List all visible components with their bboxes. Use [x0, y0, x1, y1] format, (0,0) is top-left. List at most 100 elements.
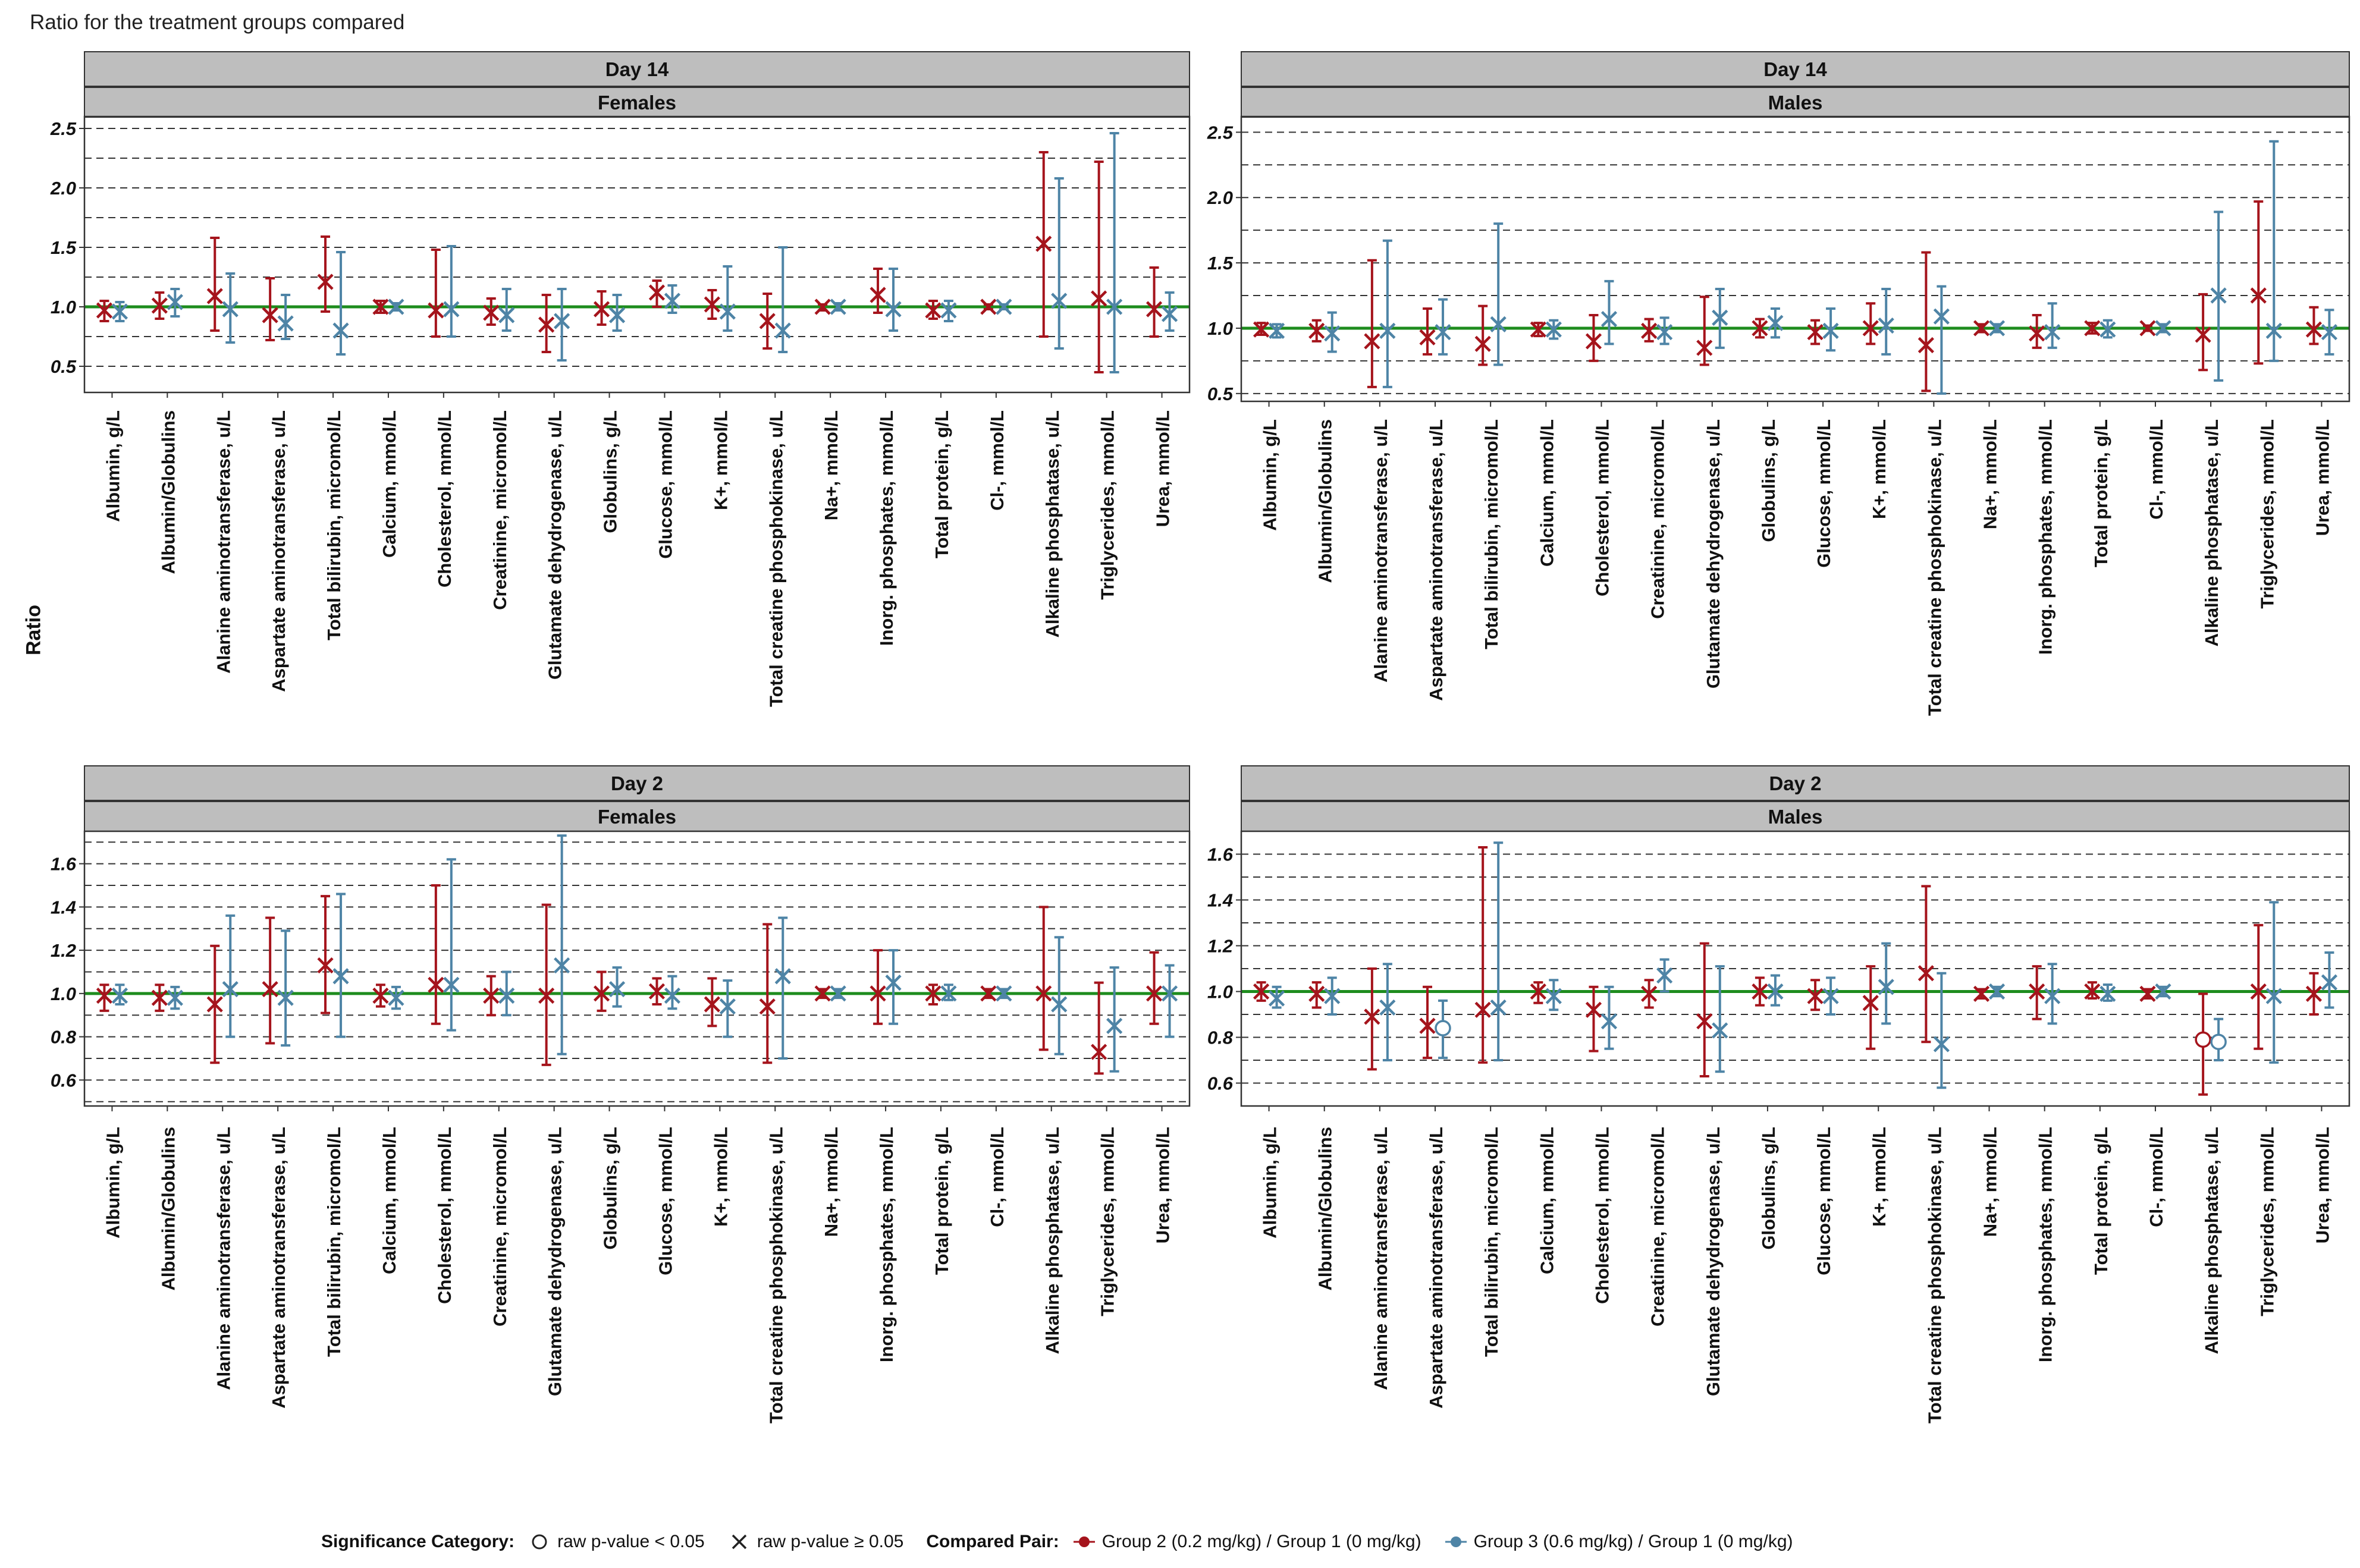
- x-tick-label: Total creatine phosphokinase, u/L: [765, 1127, 786, 1424]
- point-not-significant: [870, 985, 886, 1002]
- panel-1: Day 14 Males 0.5 1.0 1.5 2.0 2.5 Albumin, g/L Al…: [1207, 51, 2350, 716]
- y-tick-label: 1.6: [51, 854, 77, 875]
- point-not-significant: [1696, 1013, 1713, 1030]
- point-not-significant: [1767, 315, 1784, 331]
- panel-0: Day 14 Females 0.5 1.0 1.5 2.0 2.5 Albumin, g/L…: [50, 51, 1191, 707]
- point-not-significant: [1308, 985, 1325, 1002]
- x-tick-label: Cholesterol, mmol/L: [1592, 419, 1612, 596]
- point-not-significant: [1862, 995, 1879, 1011]
- x-tick-label: Albumin, g/L: [1260, 419, 1281, 531]
- y-tick-label: 1.5: [51, 237, 77, 258]
- x-tick-label: Glucose, mmol/L: [1813, 1127, 1834, 1275]
- strip-sex: [84, 801, 1190, 832]
- point-not-significant: [1091, 1044, 1107, 1060]
- point-not-significant: [1767, 983, 1784, 1000]
- point-not-significant: [2084, 983, 2101, 1000]
- point-not-significant: [151, 989, 168, 1006]
- point-not-significant: [1545, 988, 1562, 1004]
- x-tick-label: Albumin/Globulins: [1315, 419, 1336, 583]
- strip-sex: [1241, 801, 2350, 832]
- x-tick-label: Na+, mmol/L: [821, 410, 842, 520]
- legend-item-group3-label: Group 3 (0.6 mg/kg) / Group 1 (0 mg/kg): [1473, 1532, 1793, 1551]
- point-not-significant: [1530, 983, 1546, 1000]
- point-not-significant: [262, 981, 278, 998]
- x-tick-label: Cholesterol, mmol/L: [1592, 1127, 1612, 1304]
- x-tick-label: Glucose, mmol/L: [1813, 419, 1834, 568]
- point-not-significant: [2305, 321, 2323, 338]
- x-tick-label: Triglycerides, mmol/L: [1097, 410, 1118, 600]
- x-tick-label: Na+, mmol/L: [1980, 419, 2001, 529]
- figure-title: Ratio for the treatment groups compared: [30, 11, 405, 34]
- point-not-significant: [1490, 316, 1507, 332]
- x-tick-label: Globulins, g/L: [1758, 419, 1779, 542]
- point-not-significant: [332, 968, 349, 985]
- y-tick-label: 1.0: [1207, 982, 1233, 1003]
- panel-border: [1240, 115, 2350, 403]
- point-not-significant: [1379, 322, 1396, 339]
- x-tick-label: Cl-, mmol/L: [2146, 419, 2167, 520]
- strip-day: [1241, 51, 2350, 87]
- x-tick-label: Alkaline phosphatase, u/L: [2201, 1127, 2222, 1354]
- point-not-significant: [2099, 321, 2116, 338]
- x-tick-label: Creatinine, micromol/L: [1647, 419, 1668, 619]
- y-tick-label: 1.2: [51, 940, 76, 961]
- strip-day-label: Day 14: [605, 58, 669, 80]
- x-tick-label: Calcium, mmol/L: [379, 410, 400, 558]
- x-tick-label: Total protein, g/L: [2091, 419, 2111, 567]
- point-not-significant: [483, 987, 500, 1004]
- legend-item-not-significant-label: raw p-value ≥ 0.05: [757, 1532, 904, 1551]
- point-not-significant: [1641, 985, 1658, 1002]
- panel-border: [83, 830, 1191, 1107]
- x-tick-label: Albumin/Globulins: [158, 410, 178, 574]
- point-not-significant: [1490, 999, 1507, 1016]
- point-not-significant: [1822, 322, 1839, 339]
- point-not-significant: [222, 301, 238, 318]
- point-not-significant: [372, 987, 389, 1004]
- x-tick-label: Alanine aminotransferase, u/L: [213, 1127, 234, 1390]
- point-not-significant: [2305, 985, 2323, 1002]
- point-not-significant: [498, 987, 515, 1004]
- point-not-significant: [1419, 1017, 1436, 1034]
- x-tick-label: Glutamate dehydrogenase, u/L: [545, 1127, 566, 1396]
- point-not-significant: [593, 301, 610, 318]
- point-not-significant: [1973, 320, 1990, 337]
- point-not-significant: [1106, 1017, 1123, 1034]
- x-tick-label: K+, mmol/L: [1869, 1127, 1890, 1227]
- point-not-significant: [1600, 310, 1618, 328]
- x-tick-label: Calcium, mmol/L: [379, 1127, 400, 1274]
- point-not-significant: [1933, 308, 1950, 325]
- x-tick-label: Total creatine phosphokinase, u/L: [765, 410, 786, 707]
- x-tick-label: Globulins, g/L: [600, 1127, 621, 1250]
- panel-border: [1240, 830, 2350, 1107]
- point-not-significant: [428, 302, 444, 319]
- point-not-significant: [2155, 320, 2171, 337]
- y-tick-label: 0.6: [1207, 1073, 1234, 1094]
- point-not-significant: [830, 985, 846, 1002]
- point-not-significant: [206, 288, 223, 304]
- point-not-significant: [664, 987, 681, 1004]
- x-tick-label: Alkaline phosphatase, u/L: [1042, 410, 1063, 637]
- point-not-significant: [2139, 985, 2156, 1002]
- point-not-significant: [151, 297, 168, 314]
- x-tick-label: Alkaline phosphatase, u/L: [2201, 419, 2222, 646]
- point-not-significant: [443, 976, 460, 993]
- point-not-significant: [1474, 1001, 1491, 1018]
- point-not-significant: [1696, 340, 1713, 356]
- point-not-significant: [1988, 983, 2006, 1000]
- point-not-significant: [940, 985, 957, 1002]
- legend-item-group3: Group 3 (0.6 mg/kg) / Group 1 (0 mg/kg): [1444, 1530, 1793, 1554]
- point-not-significant: [206, 996, 223, 1013]
- x-tick-label: Triglycerides, mmol/L: [2257, 419, 2277, 609]
- point-not-significant: [443, 301, 460, 318]
- point-not-significant: [940, 302, 957, 319]
- point-not-significant: [2321, 323, 2338, 341]
- point-not-significant: [96, 987, 113, 1004]
- point-not-significant: [1268, 322, 1285, 339]
- x-tick-label: Total protein, g/L: [931, 410, 952, 558]
- point-not-significant: [980, 298, 997, 315]
- legend-item-group2: Group 2 (0.2 mg/kg) / Group 1 (0 mg/kg): [1072, 1530, 1421, 1554]
- point-not-significant: [1324, 988, 1341, 1004]
- point-not-significant: [980, 985, 997, 1002]
- point-not-significant: [2250, 287, 2267, 304]
